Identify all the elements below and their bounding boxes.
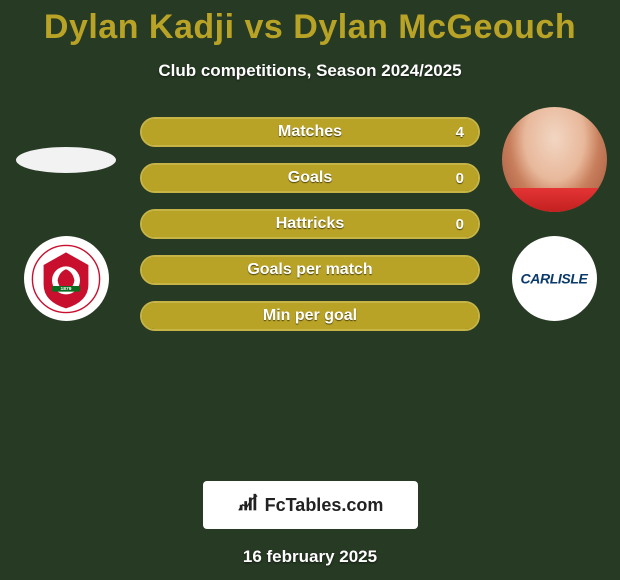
stat-bar-value-right: 0 <box>456 216 464 233</box>
stat-bar: Hattricks 0 <box>140 209 480 239</box>
carlisle-crest-icon: CARLISLE <box>512 236 597 321</box>
date-label: 16 february 2025 <box>0 547 620 567</box>
stat-bar-label: Min per goal <box>263 307 357 325</box>
stat-bar: Matches 4 <box>140 117 480 147</box>
stat-bar: Goals per match <box>140 255 480 285</box>
content-area: 1879 CARLISLE Matches4Goals0Hattricks0Go… <box>0 107 620 477</box>
avatar-silhouette-icon <box>16 147 116 173</box>
stat-bar-label: Hattricks <box>276 215 344 233</box>
stat-bar: Min per goal <box>140 301 480 331</box>
brand-label: FcTables.com <box>265 495 384 516</box>
chart-icon <box>237 492 259 519</box>
stat-bar-label: Goals <box>288 169 332 187</box>
subtitle: Club competitions, Season 2024/2025 <box>0 61 620 81</box>
club-badge-right: CARLISLE <box>512 236 597 321</box>
stat-bars: Matches 4 Goals 0 Hattricks 0 Goals per match M… <box>140 117 480 347</box>
svg-text:1879: 1879 <box>61 286 72 292</box>
stat-bar-value-right: 0 <box>456 170 464 187</box>
player-left-avatar-placeholder <box>14 107 119 212</box>
swindon-crest-icon: 1879 <box>24 236 109 321</box>
comparison-infographic: Dylan Kadji vs Dylan McGeouch Club compe… <box>0 0 620 580</box>
stat-bar-label: Matches <box>278 123 342 141</box>
club-badge-left: 1879 <box>24 236 109 321</box>
player-right-avatar <box>502 107 607 212</box>
brand-badge: FcTables.com <box>203 481 418 529</box>
player-left-column: 1879 <box>6 107 126 321</box>
stat-bar-value-right: 4 <box>456 124 464 141</box>
page-title: Dylan Kadji vs Dylan McGeouch <box>0 8 620 47</box>
player-right-column: CARLISLE <box>494 107 614 321</box>
stat-bar: Goals 0 <box>140 163 480 193</box>
stat-bar-label: Goals per match <box>247 261 372 279</box>
svg-text:CARLISLE: CARLISLE <box>521 270 589 286</box>
